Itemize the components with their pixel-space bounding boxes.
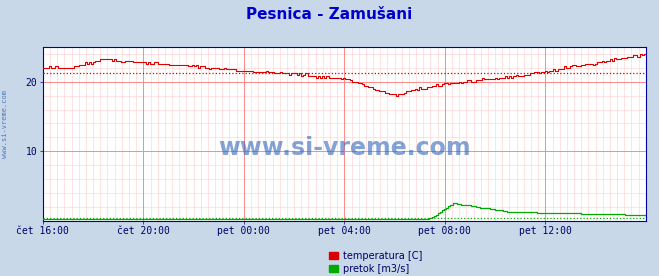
Legend: temperatura [C], pretok [m3/s]: temperatura [C], pretok [m3/s] <box>329 251 422 274</box>
Text: Pesnica - Zamušani: Pesnica - Zamušani <box>246 7 413 22</box>
Text: www.si-vreme.com: www.si-vreme.com <box>218 136 471 160</box>
Text: www.si-vreme.com: www.si-vreme.com <box>2 90 9 158</box>
